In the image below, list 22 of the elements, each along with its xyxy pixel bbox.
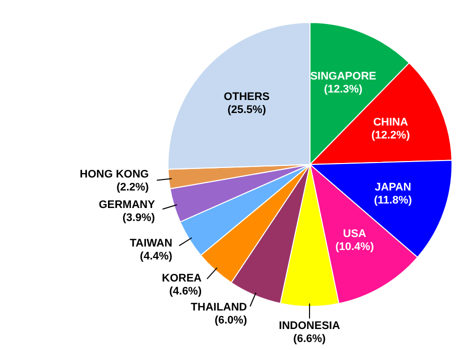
slice-label: JAPAN <box>374 181 412 194</box>
slice-label: USA <box>343 228 366 240</box>
data-label: (12.2%) <box>371 130 410 142</box>
data-label: (4.4%) <box>140 250 173 262</box>
slice-label: INDONESIA <box>278 320 340 332</box>
slice-label: KOREA <box>162 272 202 284</box>
slice-label: GERMANY <box>98 198 156 211</box>
data-label: (12.3%) <box>324 83 363 96</box>
data-label: (25.5%) <box>227 104 266 116</box>
data-label: (11.8%) <box>374 194 412 206</box>
data-label: (2.2%) <box>116 182 150 194</box>
data-label: (4.6%) <box>169 285 202 298</box>
slice-label: THAILAND <box>190 301 248 314</box>
data-label: (3.9%) <box>122 212 156 224</box>
slice-label: TAIWAN <box>130 237 172 250</box>
data-label: (10.4%) <box>335 240 374 253</box>
slice-label: CHINA <box>373 116 408 129</box>
data-label: (6.6%) <box>293 333 326 346</box>
slice-label: HONG KONG <box>80 168 149 181</box>
data-label: (6.0%) <box>214 314 248 326</box>
slice-label: OTHERS <box>224 90 270 103</box>
slice-label: SINGAPORE <box>310 70 376 82</box>
